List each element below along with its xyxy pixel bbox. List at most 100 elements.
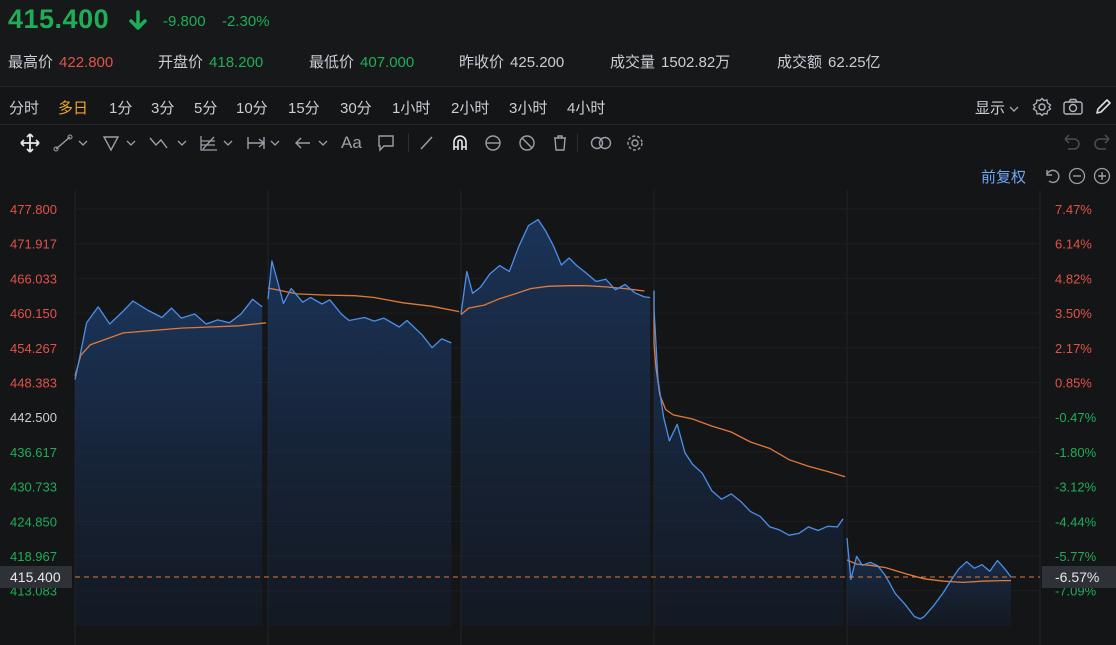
avg-line-segment bbox=[846, 559, 1011, 584]
price-line-segment bbox=[653, 290, 844, 536]
tab-10min[interactable]: 10分 bbox=[236, 100, 268, 117]
hide-drawings-icon[interactable] bbox=[517, 131, 537, 155]
magnet-icon[interactable] bbox=[450, 131, 470, 155]
y-tick-label: 466.033 bbox=[10, 271, 57, 286]
arrow-left-tool-icon[interactable] bbox=[293, 131, 331, 155]
price-lines bbox=[74, 218, 1012, 620]
y-tick-label: 477.800 bbox=[10, 202, 57, 217]
y-tick-label: 454.267 bbox=[10, 341, 57, 356]
comment-tool-icon[interactable] bbox=[376, 131, 396, 155]
settings-icon[interactable] bbox=[1032, 97, 1052, 117]
y-tick-label: 418.967 bbox=[10, 549, 57, 564]
current-pct-label: -6.57% bbox=[1055, 569, 1099, 585]
reset-icon[interactable] bbox=[1043, 167, 1061, 185]
y-tick-label: 430.733 bbox=[10, 480, 57, 495]
trendline-tool-icon[interactable] bbox=[53, 131, 91, 155]
tab-intraday[interactable]: 分时 bbox=[9, 100, 40, 117]
tab-2hour[interactable]: 2小时 bbox=[451, 100, 490, 117]
y-tick-label: 471.917 bbox=[10, 237, 57, 252]
y-pct-tick-label: 2.17% bbox=[1055, 341, 1092, 356]
stat-volume: 成交量 1502.82万 bbox=[610, 54, 731, 71]
y-pct-tick-label: -0.47% bbox=[1055, 410, 1097, 425]
tab-5min[interactable]: 5分 bbox=[194, 100, 218, 117]
last-price: 415.400 bbox=[8, 4, 110, 34]
stat-turnover: 成交额 62.25亿 bbox=[777, 54, 881, 71]
y-tick-label: 442.500 bbox=[10, 410, 57, 425]
pen-tool-icon[interactable] bbox=[418, 131, 436, 155]
stat-prev-close: 昨收价 425.200 bbox=[459, 54, 565, 71]
current-pct-tag bbox=[1042, 566, 1116, 588]
measure-tool-icon[interactable] bbox=[245, 131, 283, 155]
y-pct-tick-label: 7.47% bbox=[1055, 202, 1092, 217]
y-tick-label: 424.850 bbox=[10, 514, 57, 529]
display-menu[interactable]: 显示 bbox=[975, 97, 1019, 118]
move-cursor-icon[interactable] bbox=[20, 131, 40, 155]
y-pct-tick-label: 3.50% bbox=[1055, 306, 1092, 321]
y-pct-tick-label: -3.12% bbox=[1055, 480, 1097, 495]
lock-drawings-icon[interactable] bbox=[483, 131, 503, 155]
right-percent-axis: 7.47% 6.14% 4.82% 3.50% 2.17% 0.85% -0.47% -1.8… bbox=[1055, 202, 1097, 599]
stat-open: 开盘价 418.200 bbox=[158, 54, 264, 71]
tab-30min[interactable]: 30分 bbox=[340, 100, 372, 117]
period-tabs: 分时 多日 1分 3分 5分 10分 15分 30分 1小时 2小时 3小时 4… bbox=[0, 88, 1116, 124]
toolbar-divider bbox=[408, 134, 409, 152]
price-change: -9.800 bbox=[163, 13, 206, 30]
y-pct-tick-label: 0.85% bbox=[1055, 376, 1092, 391]
tab-3hour[interactable]: 3小时 bbox=[509, 100, 548, 117]
tab-3min[interactable]: 3分 bbox=[151, 100, 175, 117]
y-pct-tick-label: -1.80% bbox=[1055, 445, 1097, 460]
y-pct-tick-label: 6.14% bbox=[1055, 237, 1092, 252]
current-price-label: 415.400 bbox=[10, 569, 61, 585]
tab-1min[interactable]: 1分 bbox=[109, 100, 133, 117]
y-tick-label: 448.383 bbox=[10, 376, 57, 391]
toolbar-settings-icon[interactable] bbox=[625, 131, 645, 155]
down-arrow-icon bbox=[129, 10, 147, 30]
divider bbox=[0, 86, 1116, 87]
divider bbox=[0, 124, 1116, 125]
price-line-segment bbox=[846, 538, 1012, 620]
trash-icon[interactable] bbox=[551, 131, 569, 155]
left-price-axis: 477.800 471.917 466.033 460.150 454.267 448.3… bbox=[10, 202, 57, 599]
tab-1hour[interactable]: 1小时 bbox=[392, 100, 431, 117]
price-area bbox=[75, 219, 1011, 626]
y-pct-tick-label: -4.44% bbox=[1055, 514, 1097, 529]
y-tick-label: 436.617 bbox=[10, 445, 57, 460]
wave-tool-icon[interactable] bbox=[148, 131, 190, 155]
tab-4hour[interactable]: 4小时 bbox=[567, 100, 606, 117]
redo-icon[interactable] bbox=[1092, 131, 1114, 155]
chevron-down-icon bbox=[1009, 106, 1019, 112]
pencil-icon[interactable] bbox=[1093, 97, 1113, 117]
fibonacci-tool-icon[interactable] bbox=[198, 131, 236, 155]
y-tick-label: 460.150 bbox=[10, 306, 57, 321]
price-line-segment bbox=[74, 298, 263, 380]
stat-low: 最低价 407.000 bbox=[309, 54, 415, 71]
drawing-toolbar: Aa bbox=[0, 126, 1116, 160]
y-pct-tick-label: -5.77% bbox=[1055, 549, 1097, 564]
price-area-segment bbox=[654, 290, 844, 626]
y-pct-tick-label: 4.82% bbox=[1055, 271, 1092, 286]
price-line-segment bbox=[267, 260, 452, 349]
current-price-tag bbox=[0, 566, 72, 588]
camera-icon[interactable] bbox=[1062, 97, 1084, 117]
avg-line-segment bbox=[267, 287, 460, 313]
undo-icon[interactable] bbox=[1060, 131, 1082, 155]
zoom-out-icon[interactable] bbox=[1068, 167, 1086, 185]
channel-tool-icon[interactable] bbox=[101, 131, 139, 155]
price-chart[interactable]: 477.800 471.917 466.033 460.150 454.267 448.3… bbox=[0, 190, 1116, 645]
price-change-pct: -2.30% bbox=[222, 13, 270, 30]
zoom-in-icon[interactable] bbox=[1093, 167, 1111, 185]
stat-high: 最高价 422.800 bbox=[8, 54, 114, 71]
avg-line-segment bbox=[74, 322, 267, 377]
price-area-segment bbox=[75, 299, 263, 626]
price-area-segment bbox=[268, 260, 452, 626]
compare-icon[interactable] bbox=[589, 131, 613, 155]
avg-line-segment bbox=[460, 285, 645, 316]
toolbar-divider bbox=[577, 134, 578, 152]
text-tool-icon[interactable]: Aa bbox=[341, 133, 362, 152]
quote-header: 415.400 -9.800 -2.30% 最高价 422.800 开盘价 418.… bbox=[0, 0, 1116, 85]
tab-multi-day[interactable]: 多日 bbox=[58, 100, 89, 117]
adjust-mode-button[interactable]: 前复权 bbox=[981, 169, 1027, 186]
tab-15min[interactable]: 15分 bbox=[288, 100, 320, 117]
price-area-segment bbox=[461, 219, 651, 626]
price-line-segment bbox=[460, 218, 651, 315]
